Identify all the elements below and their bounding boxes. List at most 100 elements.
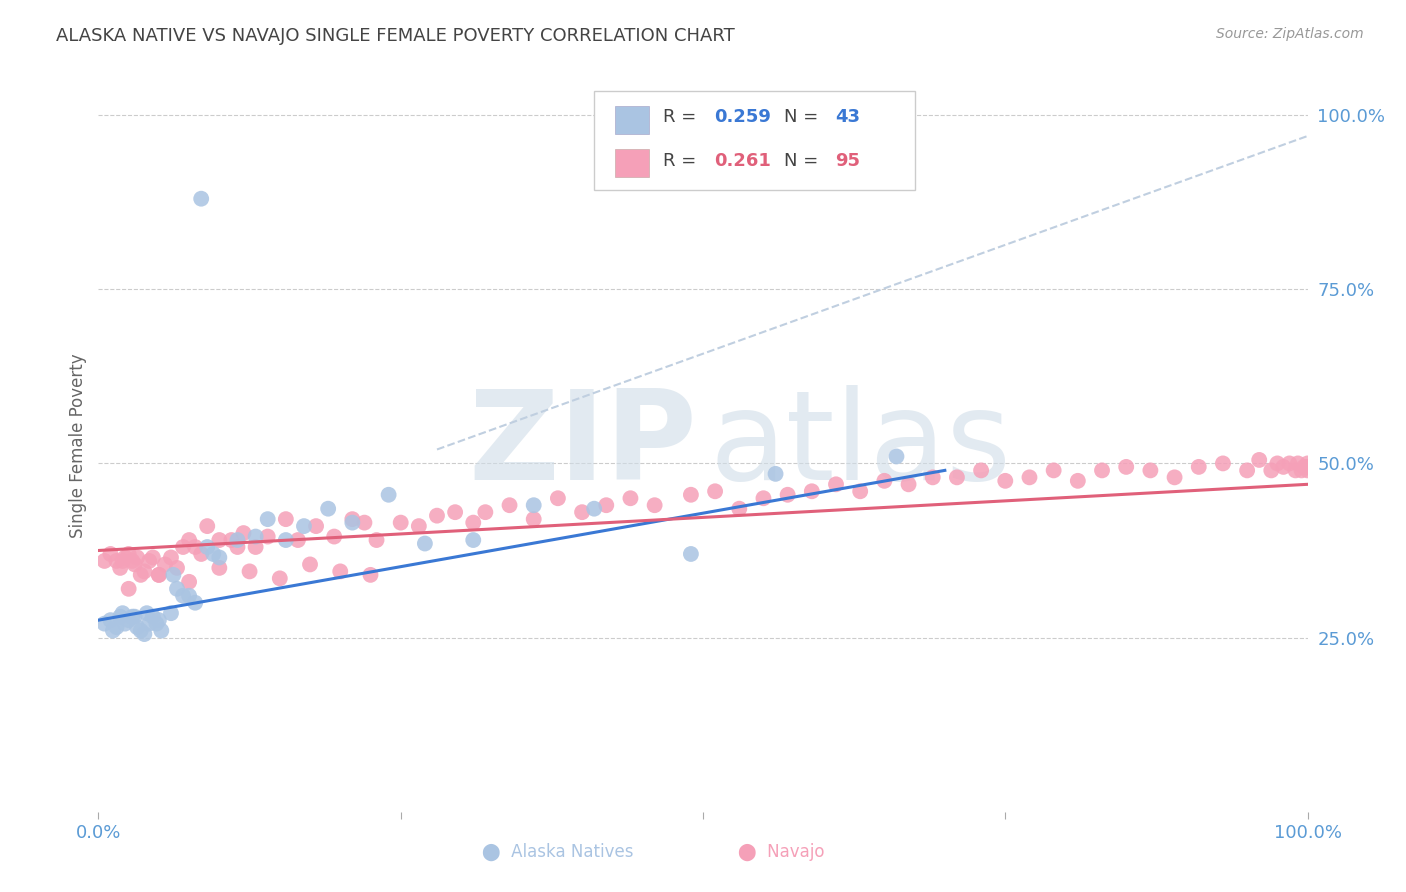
Point [752, 491, 775, 506]
Point [873, 474, 896, 488]
Point [124, 609, 146, 624]
Point [160, 606, 183, 620]
Point [825, 477, 848, 491]
Bar [614, 106, 648, 134]
Point [226, 533, 249, 547]
Point [299, 558, 322, 572]
Point [444, 505, 467, 519]
Point [360, 567, 382, 582]
Point [523, 512, 546, 526]
Point [172, 589, 194, 603]
Point [897, 477, 920, 491]
Point [1267, 457, 1289, 471]
Point [245, 540, 267, 554]
Point [644, 498, 666, 512]
Point [195, 519, 218, 533]
Point [583, 501, 606, 516]
Point [160, 550, 183, 565]
Point [269, 571, 291, 585]
Text: 95: 95 [835, 152, 860, 169]
Point [134, 565, 156, 579]
Text: N =: N = [785, 152, 824, 169]
Point [100, 613, 122, 627]
Point [408, 519, 430, 533]
Point [124, 558, 146, 572]
Point [1295, 459, 1317, 474]
Point [101, 624, 124, 638]
Point [1091, 463, 1114, 477]
Point [1115, 459, 1137, 474]
Point [232, 526, 254, 541]
Point [274, 533, 297, 547]
Point [129, 567, 152, 582]
Text: R =: R = [664, 152, 702, 169]
Point [127, 620, 149, 634]
Point [704, 484, 727, 499]
Text: N =: N = [785, 108, 824, 126]
Point [221, 533, 243, 547]
Point [179, 589, 201, 603]
Point [105, 620, 128, 634]
Point [292, 519, 315, 533]
Point [523, 498, 546, 512]
Point [1278, 457, 1301, 471]
Point [366, 533, 388, 547]
Point [142, 550, 165, 565]
Point [114, 550, 136, 565]
Text: R =: R = [664, 108, 702, 126]
Point [108, 561, 131, 575]
Point [148, 613, 170, 627]
Text: 0.259: 0.259 [714, 108, 770, 126]
Point [142, 609, 165, 624]
Point [946, 470, 969, 484]
Point [118, 582, 141, 596]
Bar [614, 149, 648, 178]
Point [1286, 457, 1309, 471]
Point [921, 470, 943, 484]
FancyBboxPatch shape [595, 91, 915, 190]
Point [114, 616, 136, 631]
Point [256, 512, 278, 526]
Point [121, 609, 143, 624]
Point [800, 484, 823, 499]
Point [153, 558, 176, 572]
Point [274, 512, 297, 526]
Text: ⬤  Navajo: ⬤ Navajo [738, 843, 825, 861]
Text: ALASKA NATIVE VS NAVAJO SINGLE FEMALE POVERTY CORRELATION CHART: ALASKA NATIVE VS NAVAJO SINGLE FEMALE PO… [56, 27, 735, 45]
Point [463, 516, 485, 530]
Point [108, 609, 131, 624]
Point [1249, 453, 1271, 467]
Point [970, 463, 993, 477]
Point [1139, 463, 1161, 477]
Point [353, 516, 375, 530]
Point [305, 519, 328, 533]
Point [148, 567, 170, 582]
Point [226, 540, 249, 554]
Text: ZIP: ZIP [468, 385, 697, 507]
Text: ⬤  Alaska Natives: ⬤ Alaska Natives [482, 843, 634, 861]
Point [179, 533, 201, 547]
Point [377, 488, 399, 502]
Text: 0.261: 0.261 [714, 152, 770, 169]
Point [1212, 457, 1234, 471]
Point [1272, 459, 1295, 474]
Point [135, 606, 157, 620]
Point [1296, 459, 1319, 474]
Point [595, 498, 617, 512]
Point [105, 554, 128, 568]
Point [287, 533, 309, 547]
Point [1296, 463, 1319, 477]
Point [166, 561, 188, 575]
Point [93, 554, 115, 568]
Point [184, 540, 207, 554]
Point [886, 450, 908, 464]
Point [208, 533, 231, 547]
Point [208, 561, 231, 575]
Point [474, 505, 496, 519]
Point [138, 554, 160, 568]
Point [547, 491, 569, 506]
Point [93, 616, 115, 631]
Point [728, 501, 751, 516]
Point [111, 606, 134, 620]
Point [1163, 470, 1185, 484]
